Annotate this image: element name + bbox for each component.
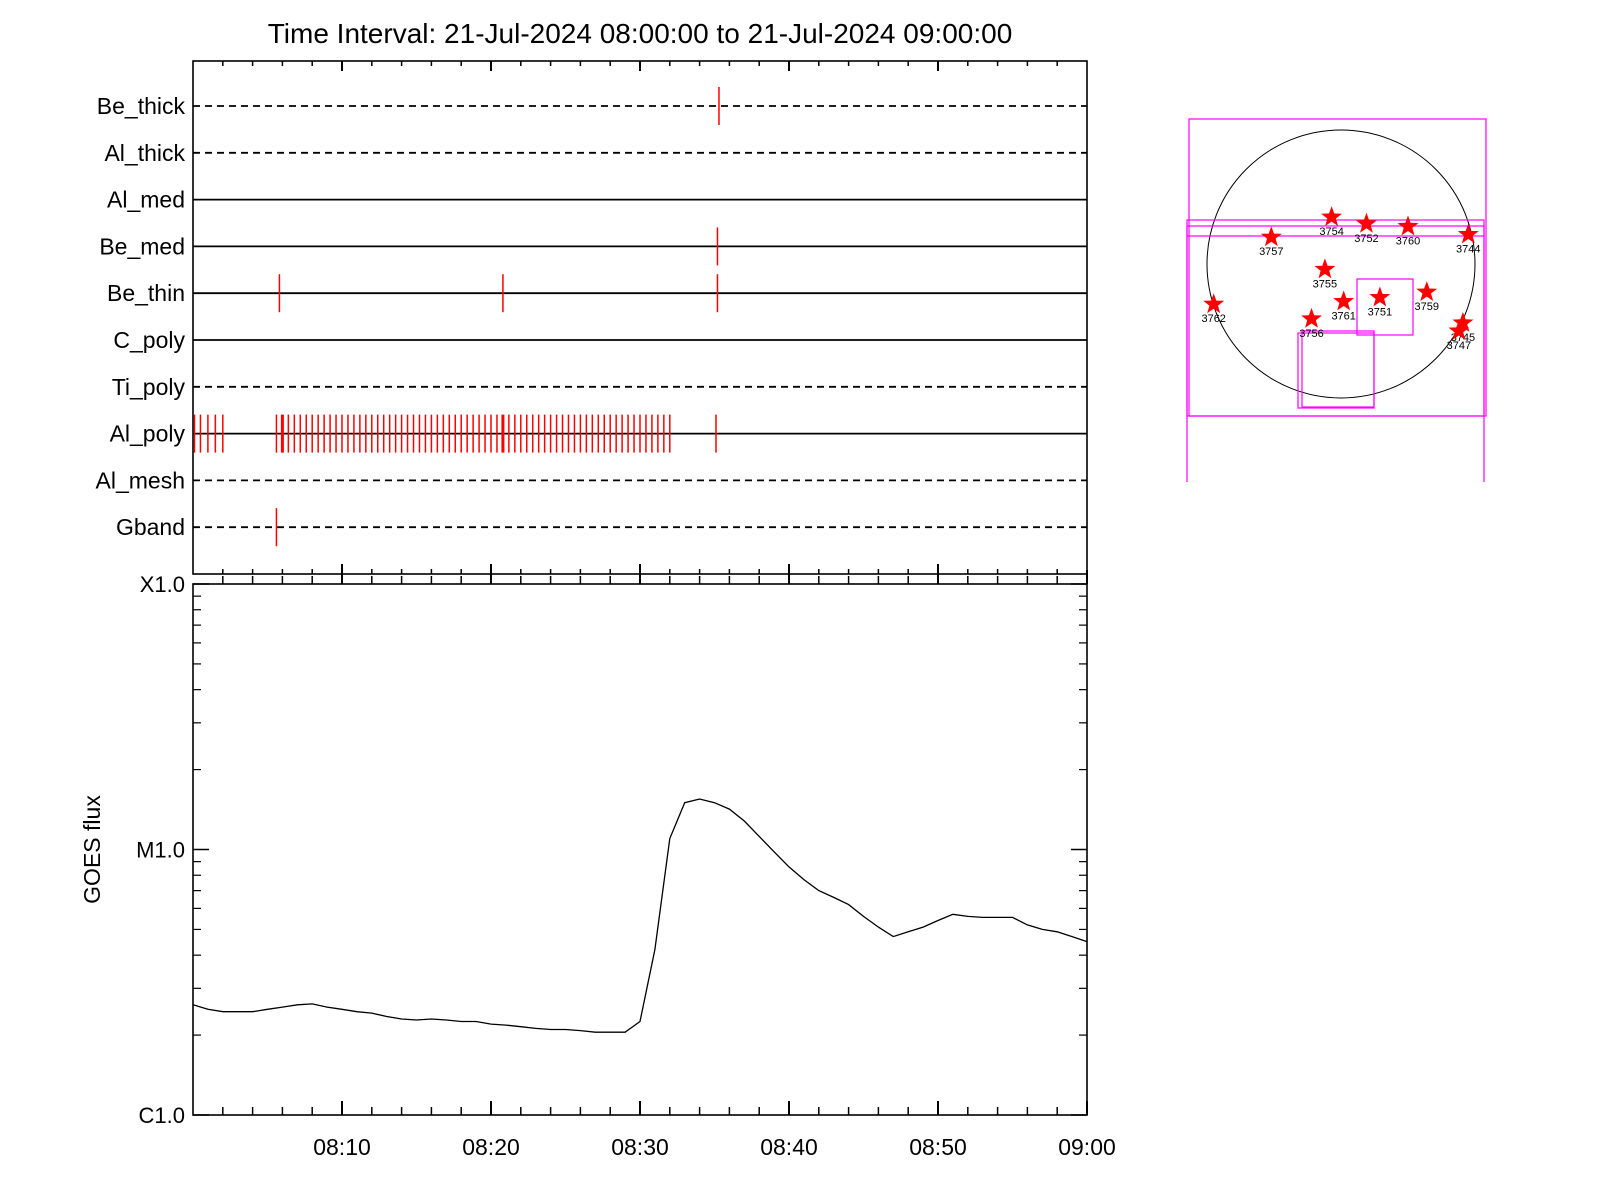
region-star-3754 <box>1321 206 1343 226</box>
region-star-3759 <box>1416 281 1438 301</box>
region-star-3745 <box>1452 312 1474 332</box>
y-tick-label: C1.0 <box>139 1103 185 1128</box>
filter-timeline-panel: Be_thick Al_thick Al_med Be_med Be_thin C_pol… <box>96 60 1088 575</box>
region-label-3754: 3754 <box>1319 226 1343 238</box>
filter-label-al_med: Al_med <box>107 187 185 213</box>
filter-label-ti_poly: Ti_poly <box>112 374 186 400</box>
fov-box <box>1186 225 1485 237</box>
region-star-3757 <box>1260 226 1282 247</box>
chart-title: Time Interval: 21-Jul-2024 08:00:00 to 2… <box>268 18 1013 49</box>
region-label-3751: 3751 <box>1368 307 1392 319</box>
region-label-3747: 3747 <box>1447 340 1471 352</box>
region-label-3759: 3759 <box>1415 301 1439 313</box>
region-star-3751 <box>1369 286 1391 307</box>
filter-label-al_mesh: Al_mesh <box>96 467 185 493</box>
filter-label-be_thin: Be_thin <box>107 280 185 306</box>
region-label-3757: 3757 <box>1259 246 1283 258</box>
solar-disk-map: 3757 3754 3752 3760 3744 3755 3751 3761 3759 3762… <box>1186 118 1487 482</box>
x-tick-label: 08:30 <box>611 1134 669 1160</box>
goes-frame <box>192 583 1088 1116</box>
fov-box <box>1356 278 1414 336</box>
x-tick-label: 08:40 <box>760 1134 818 1160</box>
filter-label-al_poly: Al_poly <box>110 421 186 447</box>
region-star-3747 <box>1448 320 1470 340</box>
region-star-3760 <box>1397 215 1419 236</box>
region-star-3762 <box>1203 293 1225 314</box>
filter-label-be_med: Be_med <box>99 233 185 259</box>
region-star-3755 <box>1314 258 1336 279</box>
filter-label-be_thick: Be_thick <box>97 93 186 119</box>
goes-flux-panel: 08:10 08:20 08:30 08:40 08:50 09:00 C1.0 M1.0 X1… <box>79 570 1116 1160</box>
region-label-3761: 3761 <box>1331 311 1355 323</box>
x-tick-label: 08:20 <box>462 1134 520 1160</box>
y-tick-label: M1.0 <box>136 838 185 863</box>
region-star-3744 <box>1457 223 1479 244</box>
region-star-3756 <box>1301 307 1322 328</box>
region-label-3756: 3756 <box>1299 328 1323 340</box>
timeline-frame <box>192 60 1088 575</box>
filter-label-c_poly: C_poly <box>113 327 185 353</box>
solar-disk-outline <box>1206 129 1476 399</box>
region-star-3752 <box>1356 212 1377 233</box>
region-label-3755: 3755 <box>1313 278 1337 290</box>
fov-box <box>1301 330 1375 408</box>
y-axis-label: GOES flux <box>79 795 105 904</box>
y-tick-label: X1.0 <box>140 572 185 597</box>
filter-label-gband: Gband <box>116 514 185 540</box>
fov-box <box>1188 118 1487 417</box>
region-label-3762: 3762 <box>1201 313 1225 325</box>
x-tick-label: 08:50 <box>909 1134 967 1160</box>
region-label-3752: 3752 <box>1354 233 1378 245</box>
region-star-3761 <box>1333 290 1355 311</box>
x-tick-label: 09:00 <box>1058 1134 1116 1160</box>
region-label-3760: 3760 <box>1396 235 1420 247</box>
filter-label-al_thick: Al_thick <box>104 140 185 166</box>
goes-flux-line <box>192 798 1088 1033</box>
x-tick-label: 08:10 <box>313 1134 371 1160</box>
region-label-3744: 3744 <box>1456 244 1480 256</box>
